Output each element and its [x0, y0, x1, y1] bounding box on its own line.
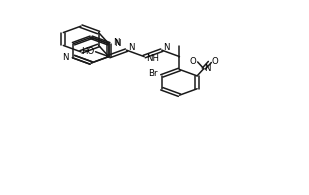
Text: O: O	[189, 58, 196, 66]
Text: N: N	[114, 39, 120, 48]
Text: O: O	[211, 58, 218, 66]
Text: N: N	[113, 38, 120, 47]
Text: HO: HO	[81, 47, 94, 56]
Text: N: N	[128, 43, 134, 52]
Text: Br: Br	[148, 69, 157, 78]
Text: NH: NH	[146, 54, 159, 63]
Text: N: N	[204, 64, 211, 73]
Text: N: N	[163, 43, 170, 52]
Text: N: N	[62, 53, 69, 62]
